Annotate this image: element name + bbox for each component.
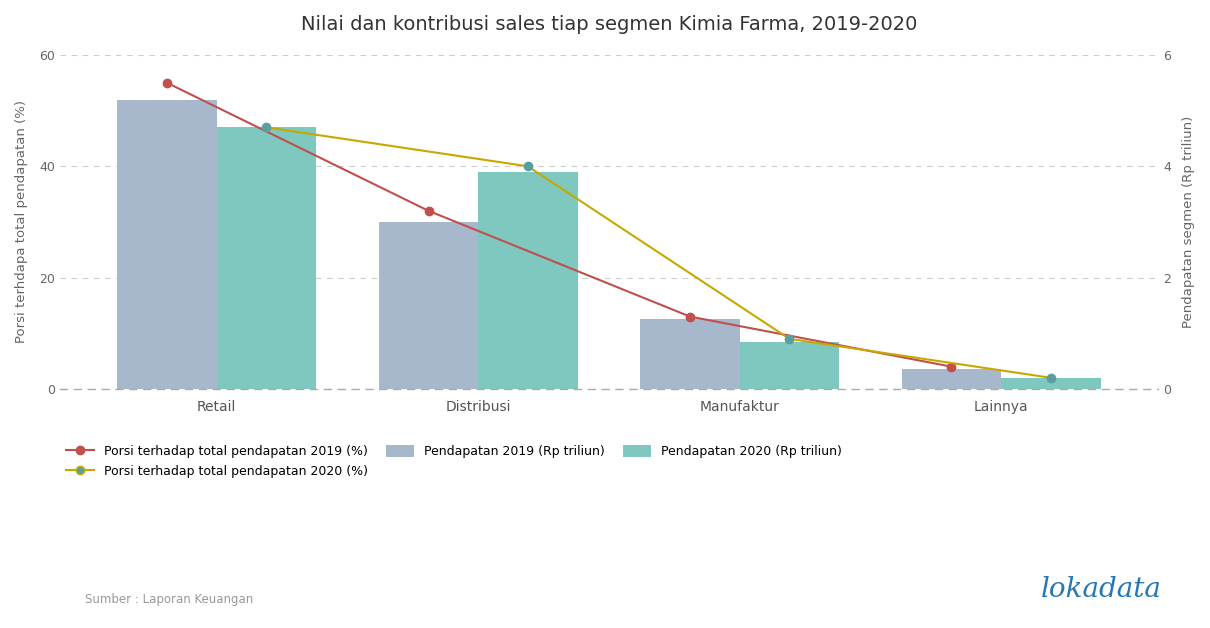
Text: Sumber : Laporan Keuangan: Sumber : Laporan Keuangan (85, 593, 253, 606)
Bar (478, 172, 577, 389)
Bar (217, 127, 316, 389)
Legend: Porsi terhadap total pendapatan 2019 (%), Porsi terhadap total pendapatan 2020 (: Porsi terhadap total pendapatan 2019 (%)… (67, 445, 842, 477)
Y-axis label: Pendapatan segmen (Rp triliun): Pendapatan segmen (Rp triliun) (1182, 116, 1195, 328)
Bar (901, 369, 1001, 389)
Text: lokadata: lokadata (1041, 576, 1162, 603)
Bar (117, 99, 217, 389)
Bar (379, 222, 478, 389)
Y-axis label: Porsi terhdapa total pendapatan (%): Porsi terhdapa total pendapatan (%) (15, 100, 28, 344)
Bar (739, 342, 839, 389)
Bar (640, 320, 739, 389)
Title: Nilai dan kontribusi sales tiap segmen Kimia Farma, 2019-2020: Nilai dan kontribusi sales tiap segmen K… (301, 15, 917, 34)
Bar (1001, 378, 1101, 389)
